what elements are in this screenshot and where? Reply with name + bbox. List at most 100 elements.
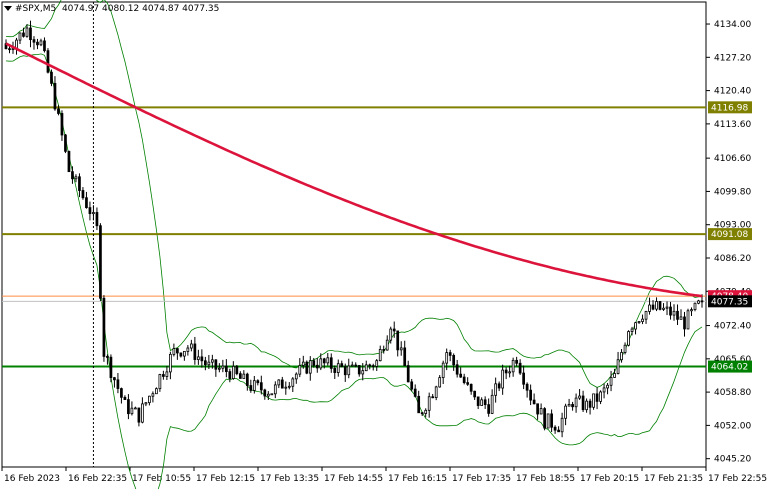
candle [462, 373, 466, 385]
candle-body [609, 377, 613, 386]
candle [78, 173, 81, 198]
x-tick-label: 17 Feb 14:55 [324, 474, 383, 484]
candle [438, 375, 442, 388]
candle [308, 356, 312, 381]
candle-body [197, 356, 200, 360]
candle-body [595, 393, 599, 402]
candle-body [564, 405, 567, 419]
candle [508, 365, 511, 378]
candle-body [88, 207, 92, 215]
candle-body [224, 365, 228, 373]
candle-body [515, 359, 518, 364]
candle [81, 187, 85, 200]
candle-body [522, 372, 525, 385]
candle [109, 354, 113, 383]
candle-body [392, 328, 396, 332]
candle [490, 389, 494, 415]
candle-body [683, 316, 686, 330]
candle-body [228, 371, 232, 379]
dropdown-triangle-icon[interactable] [4, 6, 12, 11]
candle [60, 110, 64, 141]
candle [266, 391, 270, 400]
candle-body [11, 48, 15, 50]
candle-body [74, 176, 78, 180]
candle-body [319, 358, 323, 369]
candle-body [546, 413, 550, 429]
candle [231, 361, 235, 380]
candle [29, 20, 32, 48]
candle-body [672, 310, 676, 316]
candle [574, 393, 578, 413]
candle [67, 150, 71, 173]
candle [280, 376, 284, 389]
candle [455, 359, 459, 378]
candle [515, 356, 518, 367]
candle [270, 393, 274, 396]
candle [658, 300, 662, 311]
candle [144, 402, 148, 407]
candle [529, 384, 532, 406]
y-tick-label: 4134.00 [714, 20, 751, 30]
candle [273, 381, 277, 399]
symbol-label: #SPX,M5 [15, 4, 57, 14]
candle-body [658, 301, 662, 310]
candle [190, 339, 193, 352]
candle-body [60, 113, 64, 136]
candle [155, 387, 158, 395]
candle [158, 373, 162, 392]
candle [340, 360, 344, 368]
candle-body [452, 354, 456, 366]
candle [162, 370, 165, 380]
candle [343, 363, 347, 382]
candle-body [462, 376, 466, 384]
candle [399, 341, 403, 356]
candle [333, 365, 337, 380]
candle [466, 377, 470, 386]
candle-body [158, 374, 162, 390]
candle [74, 174, 78, 183]
candle [385, 335, 389, 351]
candle-body [476, 396, 480, 406]
candle [665, 301, 669, 316]
candle-body [396, 330, 400, 351]
candle [200, 349, 204, 368]
candle [697, 299, 700, 305]
candle-body [434, 386, 438, 398]
level-label: 4116.98 [708, 101, 752, 114]
candle [634, 321, 637, 335]
candle [319, 353, 323, 371]
candle [207, 354, 211, 369]
candle [221, 359, 225, 373]
candle [95, 207, 99, 231]
candle [217, 363, 221, 373]
candle-body [53, 82, 57, 110]
candle-body [529, 389, 532, 401]
x-tick-label: 16 Feb 2023 [4, 474, 60, 484]
candle-body [46, 50, 50, 73]
candle [602, 383, 606, 399]
candle [532, 393, 536, 405]
candle [64, 133, 67, 154]
candle-body [385, 339, 389, 351]
candle [672, 304, 676, 321]
candle-body [85, 197, 88, 209]
candle-body [585, 400, 588, 411]
x-tick-label: 17 Feb 12:15 [196, 474, 255, 484]
candle-body [287, 385, 291, 388]
candle [543, 407, 546, 431]
candle-body [459, 373, 463, 378]
candle [497, 381, 501, 392]
candle-body [354, 364, 358, 367]
current-price-label-text: 4077.35 [711, 297, 748, 307]
candle [315, 358, 319, 373]
candle [137, 407, 141, 427]
chart-header: #SPX,M5 4074.97 4080.12 4074.87 4077.35 [4, 4, 219, 14]
candle-body [637, 321, 641, 324]
y-tick-label: 4072.40 [714, 322, 751, 332]
candle [85, 191, 88, 209]
level-label-bg [708, 228, 752, 241]
candle [599, 390, 602, 405]
candle [252, 375, 256, 394]
